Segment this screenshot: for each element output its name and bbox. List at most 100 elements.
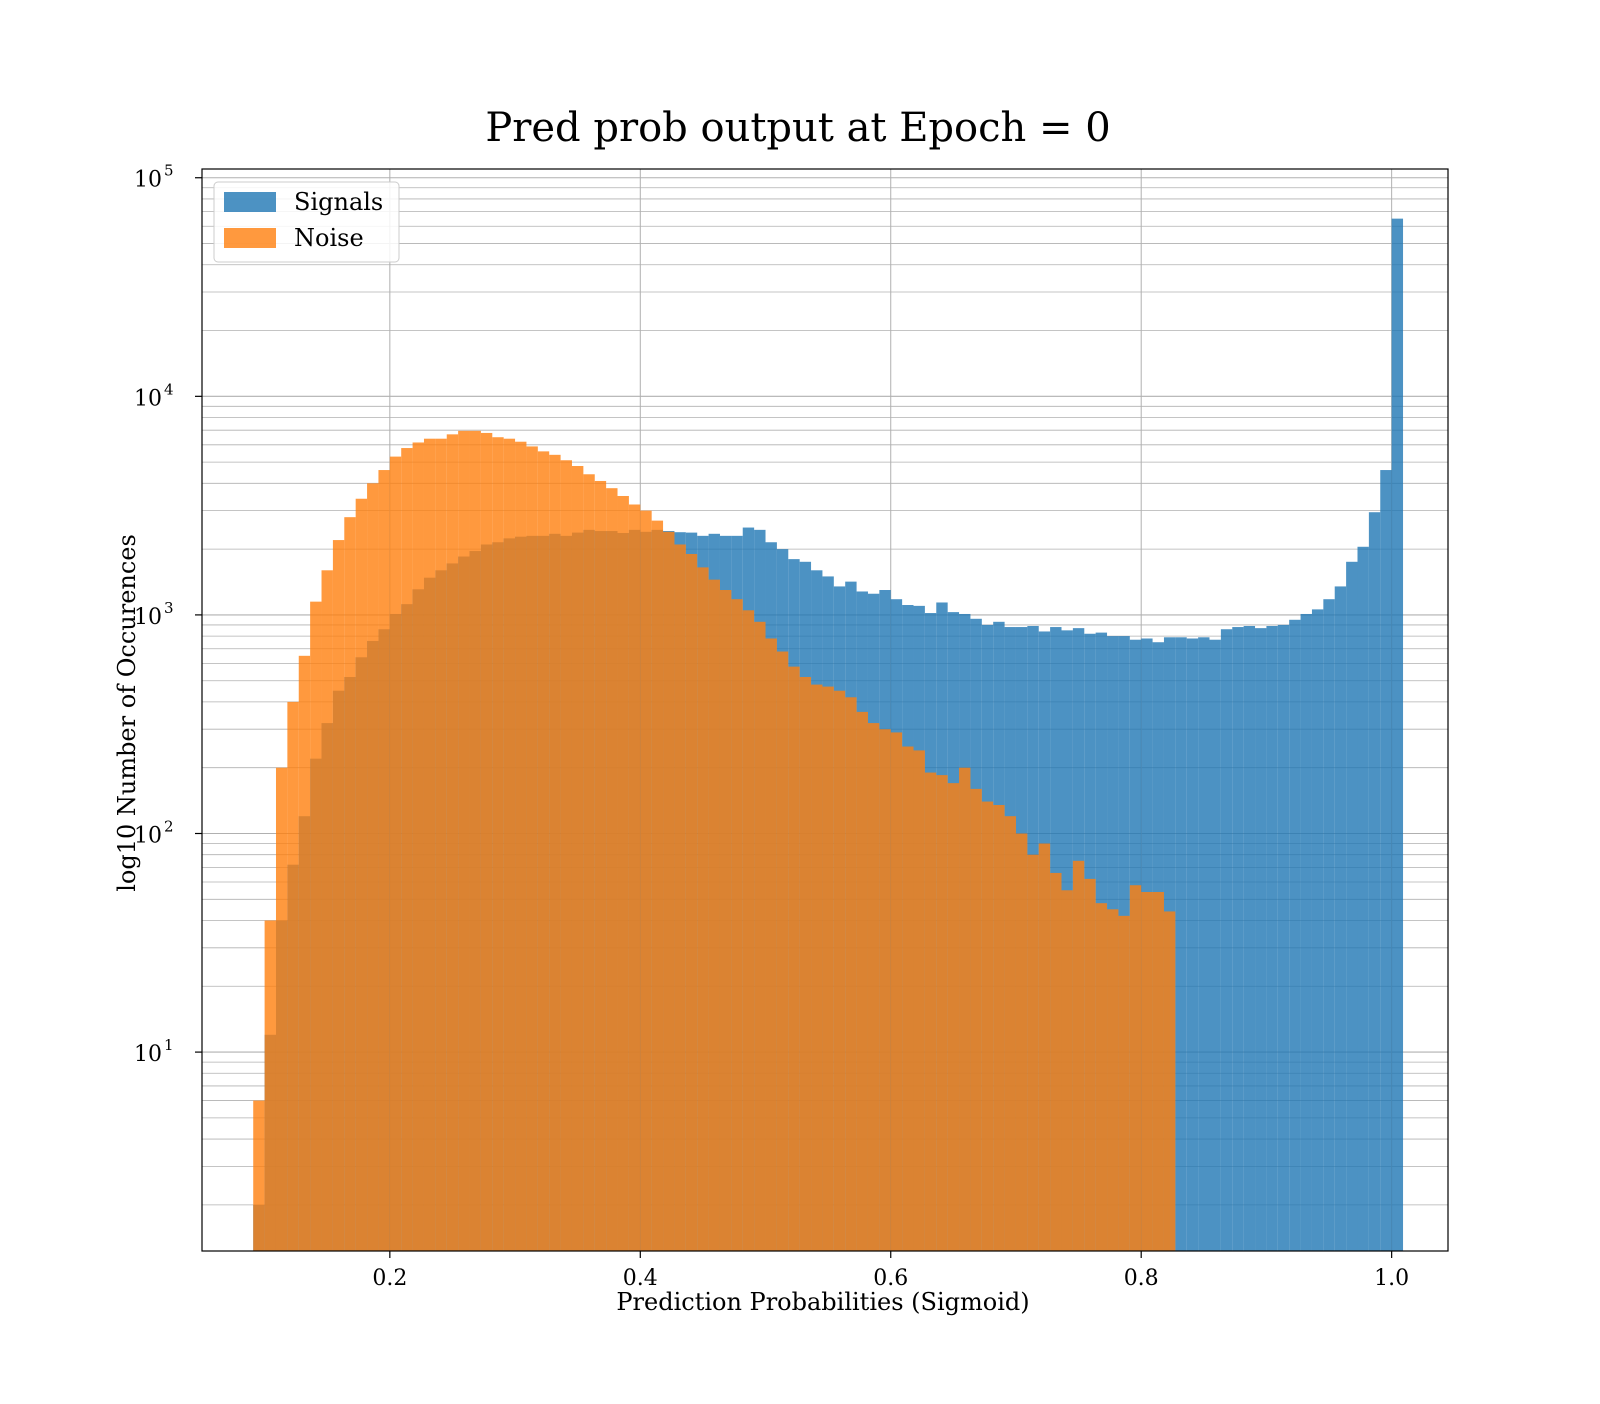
noise-bar bbox=[1027, 854, 1039, 1251]
y-tick-label: 10 bbox=[134, 386, 162, 411]
noise-bar bbox=[1004, 816, 1016, 1251]
x-tick-label: 0.6 bbox=[873, 1266, 908, 1291]
noise-bar bbox=[606, 488, 618, 1252]
noise-bar bbox=[571, 466, 584, 1251]
y-tick-label: 10 bbox=[134, 168, 162, 193]
y-tick-exponent: 5 bbox=[164, 162, 174, 180]
plot-frame bbox=[201, 168, 1449, 1252]
noise-bar bbox=[492, 437, 504, 1252]
y-tick-exponent: 3 bbox=[164, 599, 174, 617]
noise-bar bbox=[776, 651, 789, 1251]
noise-bar bbox=[902, 746, 914, 1251]
noise-bar bbox=[537, 451, 550, 1251]
signals-bar bbox=[1334, 586, 1347, 1251]
signals-bar bbox=[1380, 470, 1392, 1251]
noise-bar bbox=[389, 456, 402, 1251]
noise-bar bbox=[913, 750, 925, 1251]
signals-bar bbox=[1255, 628, 1267, 1251]
noise-bar bbox=[1050, 872, 1062, 1251]
signals-bar bbox=[1357, 546, 1369, 1251]
noise-bar bbox=[310, 601, 322, 1251]
signals-bar bbox=[1277, 624, 1290, 1251]
noise-bar bbox=[833, 690, 846, 1251]
noise-bar bbox=[367, 483, 379, 1251]
noise-bar bbox=[856, 711, 868, 1251]
noise-bar bbox=[446, 434, 459, 1251]
noise-bar bbox=[412, 442, 424, 1251]
y-tick-label: 10 bbox=[134, 605, 162, 630]
noise-bar bbox=[515, 441, 527, 1251]
x-tick-label: 0.8 bbox=[1124, 1266, 1159, 1291]
chart-title: Pred prob output at Epoch = 0 bbox=[485, 105, 1110, 151]
noise-bar bbox=[332, 540, 345, 1251]
noise-bar bbox=[1095, 903, 1108, 1251]
x-axis-label: Prediction Probabilities (Sigmoid) bbox=[616, 1288, 1029, 1316]
noise-bar bbox=[617, 495, 629, 1251]
noise-bar bbox=[503, 438, 516, 1251]
noise-bar bbox=[924, 772, 937, 1251]
noise-bar bbox=[936, 775, 948, 1251]
noise-bar bbox=[890, 732, 903, 1251]
signals-bar bbox=[1266, 625, 1278, 1251]
signals-bar bbox=[1368, 512, 1381, 1251]
noise-bar bbox=[1163, 911, 1176, 1251]
x-tick-label: 1.0 bbox=[1374, 1266, 1409, 1291]
noise-bar bbox=[594, 480, 607, 1252]
signals-bar bbox=[1289, 619, 1301, 1251]
signals-bar bbox=[1220, 629, 1233, 1251]
noise-bar bbox=[628, 504, 641, 1251]
y-axis-label: log10 Number of Occurences bbox=[113, 534, 141, 892]
noise-bar bbox=[355, 498, 368, 1252]
noise-bar bbox=[583, 474, 595, 1251]
signals-bar bbox=[1186, 638, 1199, 1251]
noise-bar bbox=[822, 686, 834, 1251]
legend-label-signals: Signals bbox=[294, 188, 383, 216]
noise-bar bbox=[253, 1100, 265, 1251]
noise-bar bbox=[867, 723, 880, 1251]
noise-bar bbox=[981, 801, 994, 1251]
noise-bar bbox=[321, 570, 333, 1251]
noise-bar bbox=[959, 767, 971, 1251]
noise-bar bbox=[811, 684, 823, 1251]
legend-swatch-noise bbox=[224, 228, 276, 248]
noise-bar bbox=[879, 729, 891, 1251]
noise-bar bbox=[287, 701, 299, 1251]
legend: Signals Noise bbox=[213, 181, 400, 263]
signals-bar bbox=[1346, 561, 1358, 1251]
noise-bar bbox=[1129, 885, 1142, 1251]
y-tick-label: 10 bbox=[134, 824, 162, 849]
noise-bar bbox=[845, 697, 857, 1251]
x-tick-label: 0.4 bbox=[623, 1266, 658, 1291]
noise-bar bbox=[788, 666, 800, 1251]
noise-bar bbox=[435, 438, 447, 1251]
noise-bar bbox=[1084, 878, 1096, 1251]
noise-bar bbox=[719, 590, 732, 1251]
noise-bar bbox=[1118, 915, 1130, 1251]
x-axis-ticks: 0.2 0.4 0.6 0.8 1.0 bbox=[372, 1251, 1409, 1291]
signals-bar bbox=[1232, 627, 1244, 1251]
noise-bar bbox=[1015, 833, 1028, 1251]
y-tick-exponent: 1 bbox=[164, 1036, 174, 1054]
noise-bar bbox=[458, 430, 470, 1252]
noise-bar bbox=[549, 454, 561, 1251]
noise-bar bbox=[264, 920, 276, 1251]
noise-bar bbox=[275, 767, 288, 1251]
noise-bar bbox=[970, 788, 982, 1251]
noise-bar bbox=[742, 610, 755, 1251]
noise-bar bbox=[1141, 891, 1153, 1251]
noise-bar bbox=[640, 510, 652, 1252]
signals-bar bbox=[1323, 599, 1335, 1251]
noise-bar bbox=[754, 621, 766, 1251]
noise-bar bbox=[378, 470, 390, 1251]
noise-bar bbox=[993, 805, 1005, 1251]
signals-bar bbox=[1198, 637, 1210, 1251]
noise-bar bbox=[1061, 890, 1073, 1251]
y-tick-label: 10 bbox=[134, 1042, 162, 1067]
noise-bar bbox=[651, 520, 664, 1251]
signals-bar bbox=[1311, 609, 1324, 1251]
noise-bar bbox=[685, 553, 698, 1251]
legend-swatch-signals bbox=[224, 192, 276, 212]
signals-bar bbox=[1175, 637, 1187, 1251]
